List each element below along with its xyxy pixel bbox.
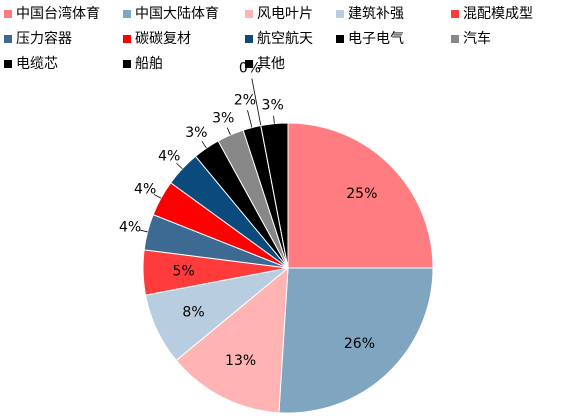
legend-label: 碳碳复材 [135,30,191,47]
legend-swatch [123,60,131,68]
legend-swatch [245,35,253,43]
legend-swatch [4,35,12,43]
legend-label: 船舶 [135,56,163,72]
legend-label: 电子电气 [348,31,404,47]
data-label: 3% [262,98,284,114]
data-label: 3% [185,125,207,141]
leader-line [139,229,148,233]
data-label: 4% [134,181,156,197]
data-label: 3% [212,110,234,126]
legend-label: 中国大陆体育 [135,6,219,22]
pie-slice [278,267,434,414]
legend-label: 风电叶片 [257,6,313,22]
legend-swatch [336,10,344,18]
leader-line [226,127,231,136]
legend-swatch [245,10,253,18]
data-label: 26% [344,336,375,352]
legend-label: 电缆芯 [16,56,58,72]
legend-swatch [4,10,12,18]
legend-swatch [4,60,12,68]
legend-swatch [123,35,131,43]
leader-line [247,110,253,128]
data-label: 0% [239,61,261,77]
legend-label: 中国台湾体育 [16,5,100,22]
data-label: 2% [234,92,256,108]
legend-label: 压力容器 [16,30,72,47]
data-label: 13% [225,353,256,369]
leader-line [251,78,262,126]
legend-label: 混配模成型 [463,6,533,22]
legend-label: 航空航天 [257,31,313,47]
legend-swatch [123,10,131,18]
data-label: 25% [346,186,377,202]
leader-line [153,193,162,199]
legend-swatch [336,35,344,43]
pie-slice [287,122,434,269]
leader-line [201,141,207,149]
legend-label: 建筑补强 [348,6,404,22]
legend-label: 汽车 [463,30,491,47]
legend-swatch [245,60,253,68]
leader-line [176,162,183,170]
legend-label: 其他 [257,56,285,72]
pie-slice [175,266,289,414]
legend-swatch [451,10,459,18]
data-label: 8% [182,304,204,320]
data-label: 5% [173,263,195,279]
legend-swatch [451,35,459,43]
leader-line [273,115,275,124]
data-label: 4% [119,219,141,235]
data-label: 4% [158,148,180,164]
